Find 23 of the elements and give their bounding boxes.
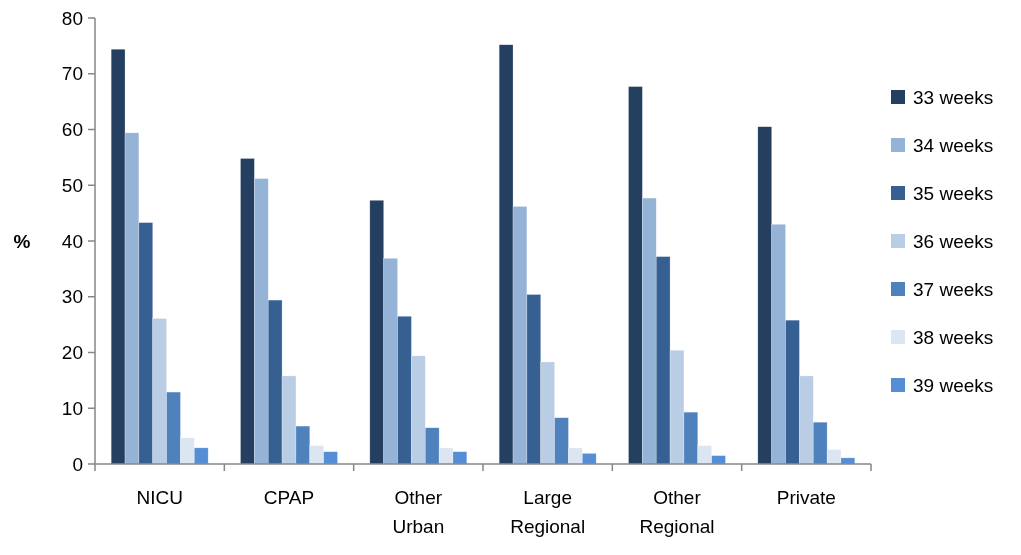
y-tick-label: 20	[61, 342, 83, 364]
legend-label: 34 weeks	[913, 134, 994, 156]
legend-label: 35 weeks	[913, 182, 994, 204]
x-tick-label: Other Regional	[639, 487, 715, 537]
x-tick-label: Large Regional	[510, 487, 586, 537]
legend-label: 37 weeks	[913, 278, 994, 300]
legend-label: 38 weeks	[913, 326, 994, 348]
y-tick-label: 10	[61, 397, 83, 419]
y-tick-label: 80	[61, 7, 83, 29]
x-tick-label: NICU	[136, 487, 183, 508]
legend-label: 33 weeks	[913, 86, 994, 108]
x-tick-label: Other Urban	[392, 487, 445, 537]
y-tick-label: 40	[61, 230, 83, 252]
y-tick-label: 70	[61, 63, 83, 85]
legend-label: 36 weeks	[913, 230, 994, 252]
y-tick-label: 50	[61, 174, 83, 196]
legend-label: 39 weeks	[913, 374, 994, 396]
x-tick-label: CPAP	[263, 487, 315, 508]
x-tick-label: Private	[776, 487, 836, 508]
y-axis-title: %	[13, 230, 31, 252]
y-tick-label: 30	[61, 286, 83, 308]
y-tick-label: 0	[72, 453, 83, 475]
y-tick-label: 60	[61, 119, 83, 141]
